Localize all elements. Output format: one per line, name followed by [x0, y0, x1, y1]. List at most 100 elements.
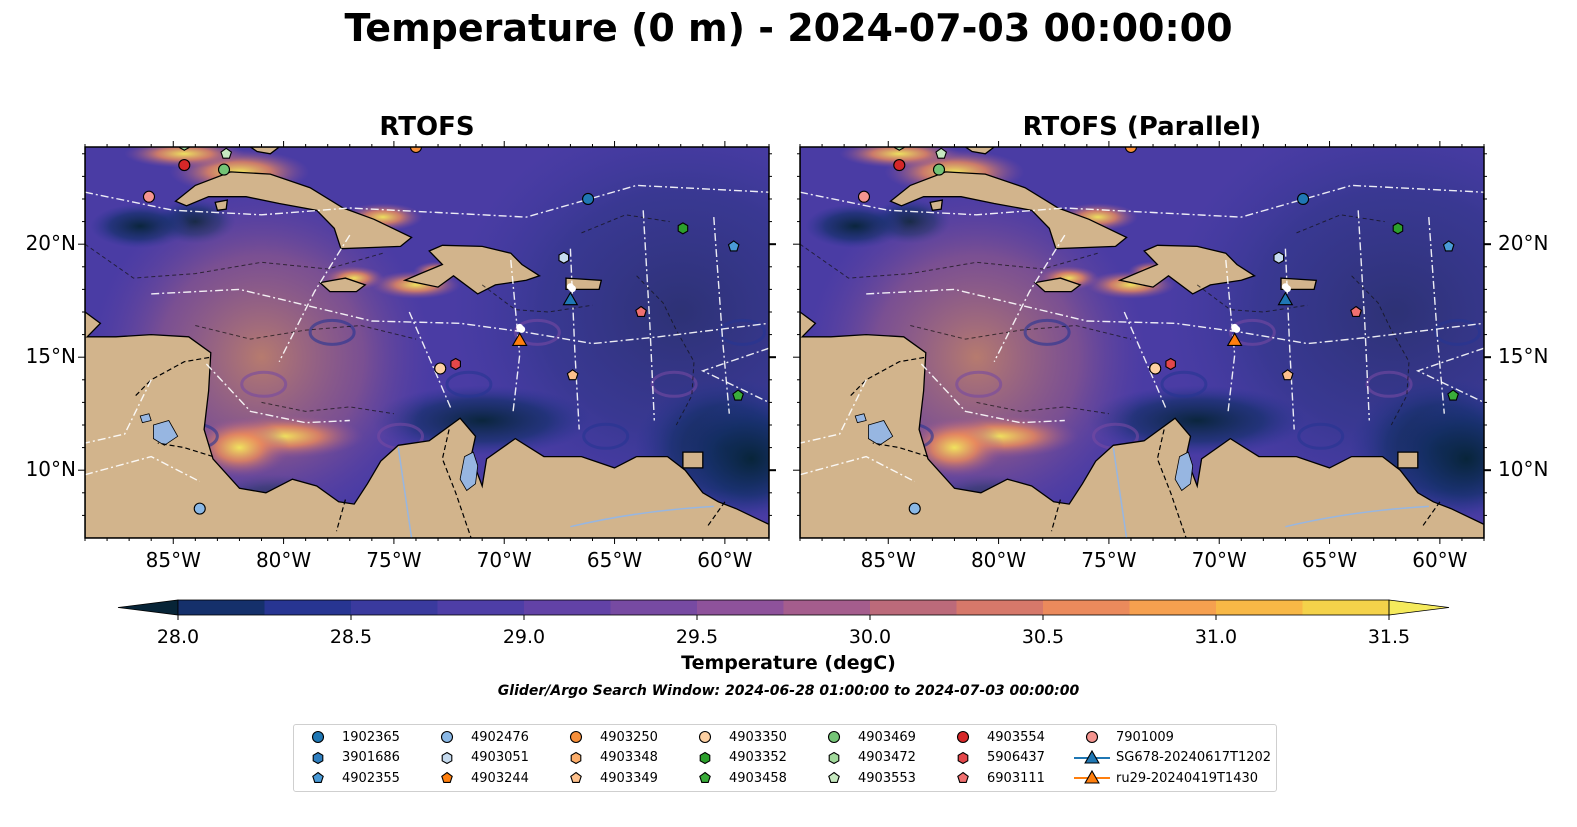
float-marker-4903349	[566, 369, 579, 381]
float-marker-1902365	[582, 192, 595, 206]
legend-item: 4903458	[685, 768, 787, 788]
legend-item-label: 7901009	[1116, 729, 1174, 745]
legend-item-label: 4903051	[471, 750, 529, 765]
panel-title-rtofs: RTOFS	[379, 112, 475, 142]
float-marker-4903352	[677, 222, 689, 235]
float-marker-4903554	[893, 159, 906, 172]
legend-float-marker	[570, 771, 582, 783]
legend-item-label: 4903554	[987, 729, 1045, 745]
map-panel-rtofs	[78, 141, 776, 544]
float-marker-4903250	[1124, 147, 1138, 154]
glider-marker-SG678-20240617T1202	[562, 291, 579, 306]
panel-title-rtofs-parallel: RTOFS (Parallel)	[1022, 112, 1262, 142]
lat-tick-label: 15°N	[25, 344, 76, 369]
colorbar-bin	[956, 600, 1044, 615]
legend-float-marker	[957, 771, 969, 783]
float-marker-3901686	[1483, 193, 1484, 201]
map-frame	[84, 146, 770, 539]
map-frame	[799, 146, 1485, 539]
lon-tick-label: 70°W	[476, 548, 532, 572]
float-marker-4903051	[1273, 251, 1285, 264]
legend-float-marker	[441, 771, 453, 783]
colorbar-bin	[697, 600, 784, 615]
colorbar-tick-label: 28.5	[329, 626, 373, 648]
pentagon-marker-icon	[828, 771, 840, 783]
legend-item: SG678-20240617T1202	[1072, 748, 1271, 768]
legend: 1902365 3901686 4902355 4902476 4903051 49032…	[293, 724, 1277, 792]
lon-tick-label: 80°W	[970, 548, 1027, 572]
search-window-note: Glider/Argo Search Window: 2024-06-28 01…	[497, 683, 1080, 699]
pentagon-marker-icon	[957, 771, 969, 783]
legend-item: 5906437	[943, 748, 1045, 768]
legend-float-marker	[569, 730, 583, 744]
lat-tick-label: 10°N	[1498, 457, 1549, 482]
legend-item: 4903244	[427, 768, 529, 788]
float-marker-4903469	[217, 163, 231, 176]
legend-item: 4902476	[427, 727, 529, 747]
colorbar-label: Temperature (degC)	[681, 652, 896, 674]
lon-tick-label: 70°W	[1191, 548, 1247, 572]
float-marker-4903553	[220, 147, 233, 159]
legend-float-marker	[312, 751, 324, 764]
legend-item-label: 4903352	[729, 750, 787, 765]
legend-item-label: 4902355	[342, 770, 400, 786]
float-marker-4903051	[558, 251, 570, 264]
pentagon-marker-icon	[570, 771, 582, 783]
float-marker-5906437	[1165, 357, 1176, 371]
float-marker-4902476	[193, 502, 206, 515]
float-marker-4903349	[1281, 369, 1294, 381]
legend-item-label: 5906437	[987, 750, 1045, 765]
legend-item-label: ru29-20240419T1430	[1116, 770, 1259, 786]
float-marker-4903458	[1447, 389, 1459, 401]
lon-tick-label: 65°W	[586, 548, 643, 572]
float-marker-4903458	[732, 389, 744, 401]
hexagon-marker-icon	[441, 751, 453, 764]
legend-item-label: 4903458	[729, 770, 787, 786]
legend-glider-marker	[1084, 769, 1100, 784]
legend-float-marker	[570, 751, 582, 764]
legend-item: 1902365	[298, 727, 400, 747]
legend-float-marker	[827, 730, 841, 744]
colorbar-tick-label: 29.0	[502, 626, 546, 648]
figure-title: Temperature (0 m) - 2024-07-03 00:00:00	[344, 6, 1233, 50]
legend-float-marker	[441, 751, 453, 764]
float-marker-4903472	[893, 147, 905, 151]
hexagon-marker-icon	[828, 751, 840, 764]
colorbar-bin	[870, 600, 957, 615]
circle-marker-icon	[1085, 730, 1099, 744]
lon-tick-label: 60°W	[697, 548, 753, 572]
legend-float-marker	[312, 771, 324, 783]
float-marker-4902355	[1442, 240, 1455, 252]
float-marker-4903250	[409, 147, 423, 154]
legend-item-label: 4903348	[600, 750, 658, 765]
legend-item: 4903553	[814, 768, 916, 788]
legend-item-label: 6903111	[987, 770, 1045, 786]
float-marker-4903469	[932, 163, 946, 176]
pentagon-marker-icon	[699, 771, 711, 783]
legend-item: 4903469	[814, 727, 916, 747]
legend-item: 6903111	[943, 768, 1045, 788]
float-marker-4902476	[908, 502, 921, 515]
legend-item: 4903051	[427, 748, 529, 768]
glider-marker-ru29-20240419T1430	[1226, 332, 1243, 346]
float-marker-4903553	[935, 147, 948, 159]
hexagon-marker-icon	[957, 751, 969, 764]
colorbar-bin	[178, 600, 265, 615]
colorbar-bin	[1043, 600, 1130, 615]
legend-item: 4903352	[685, 748, 787, 768]
float-marker-1902365	[1297, 192, 1310, 206]
legend-float-marker	[311, 730, 325, 744]
circle-marker-icon	[569, 730, 583, 744]
legend-item-label: 1902365	[342, 729, 400, 745]
colorbar-bin	[610, 600, 698, 615]
lat-tick-label: 20°N	[1498, 231, 1549, 256]
circle-marker-icon	[311, 730, 325, 744]
float-marker-4903352	[1392, 222, 1404, 235]
colorbar-tick-label: 31.0	[1194, 626, 1238, 648]
legend-item-label: 4902476	[471, 729, 529, 745]
float-marker-7901009	[142, 190, 156, 203]
map-panel-rtofs-parallel	[793, 141, 1491, 544]
float-marker-4903554	[178, 159, 191, 172]
lon-tick-label: 75°W	[1081, 548, 1137, 572]
legend-item-label: 4903244	[471, 770, 529, 786]
